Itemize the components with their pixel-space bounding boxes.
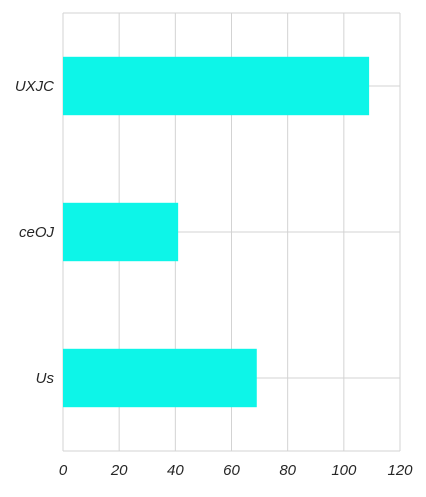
bars [63,56,370,408]
x-tick-label: 120 [387,462,413,479]
x-tick-label: 40 [167,462,184,479]
y-tick-label: UXJC [15,78,54,95]
y-tick-label: ceOJ [19,224,55,241]
tick-labels: 0 20 40 60 80 100 120 UXJC ceOJ Us [15,78,413,479]
bar-ceOJ [63,202,179,262]
x-tick-label: 60 [223,462,240,479]
x-tick-label: 20 [110,462,128,479]
x-tick-label: 80 [279,462,296,479]
x-tick-label: 100 [331,462,357,479]
bar-Us [63,348,257,408]
y-tick-label: Us [36,370,55,387]
bar-UXJC [63,56,370,116]
x-tick-label: 0 [59,462,68,479]
